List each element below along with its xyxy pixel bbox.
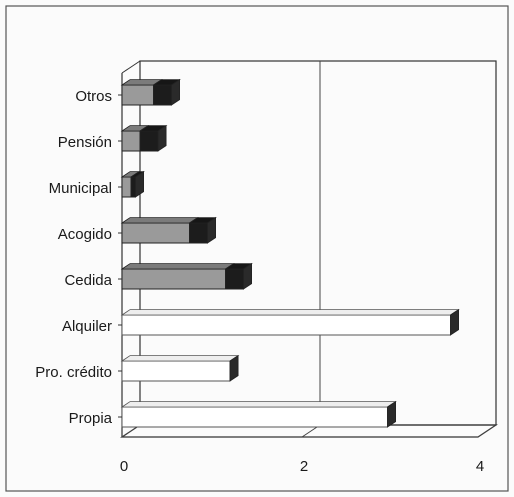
x-tick-label: 4	[476, 458, 484, 475]
bar-segment	[153, 84, 172, 106]
x-tick-label: 2	[300, 458, 308, 475]
bar-segment	[121, 268, 226, 290]
category-label: Municipal	[49, 180, 112, 197]
bar-top-face	[120, 263, 235, 270]
bar-segment	[121, 360, 231, 382]
category-label: Acogido	[58, 226, 112, 243]
bar-segment	[225, 268, 244, 290]
bar-side-face	[171, 78, 181, 106]
bars	[120, 78, 460, 428]
x-tick-labels: 0 2 4	[120, 458, 484, 475]
category-label: Otros	[75, 88, 112, 105]
category-label: Propia	[69, 410, 113, 427]
bar-segment	[121, 406, 388, 428]
bar-segment	[189, 222, 208, 244]
bar-segment	[139, 130, 159, 152]
bar-top-face	[120, 309, 460, 316]
bar-side-face	[387, 400, 397, 428]
floor-tick-line	[477, 424, 497, 438]
bar-segment	[121, 130, 141, 152]
category-label: Alquiler	[62, 318, 112, 335]
bar-segment	[121, 222, 190, 244]
bar-side-face	[207, 216, 217, 244]
bar-top-face	[120, 217, 199, 224]
bar-segment	[130, 176, 136, 198]
outer-border	[5, 5, 509, 492]
bar-side-face	[450, 308, 460, 336]
bar-side-face	[157, 124, 167, 152]
bar-top-face	[120, 401, 397, 408]
bar-segment	[121, 84, 154, 106]
category-label: Pro. crédito	[35, 364, 112, 381]
category-label: Cedida	[64, 272, 112, 289]
category-labels: Otros Pensión Municipal Acogido Cedida Alquil…	[35, 88, 122, 427]
bar-segment	[121, 314, 451, 336]
x-tick-label: 0	[120, 458, 128, 475]
side-wall-edge	[121, 60, 141, 74]
category-label: Pensión	[58, 134, 112, 151]
bar-side-face	[135, 170, 145, 198]
bar-side-face	[229, 354, 239, 382]
bar-segment	[121, 176, 132, 198]
bar-side-face	[243, 262, 253, 290]
bar-top-face	[120, 355, 240, 362]
